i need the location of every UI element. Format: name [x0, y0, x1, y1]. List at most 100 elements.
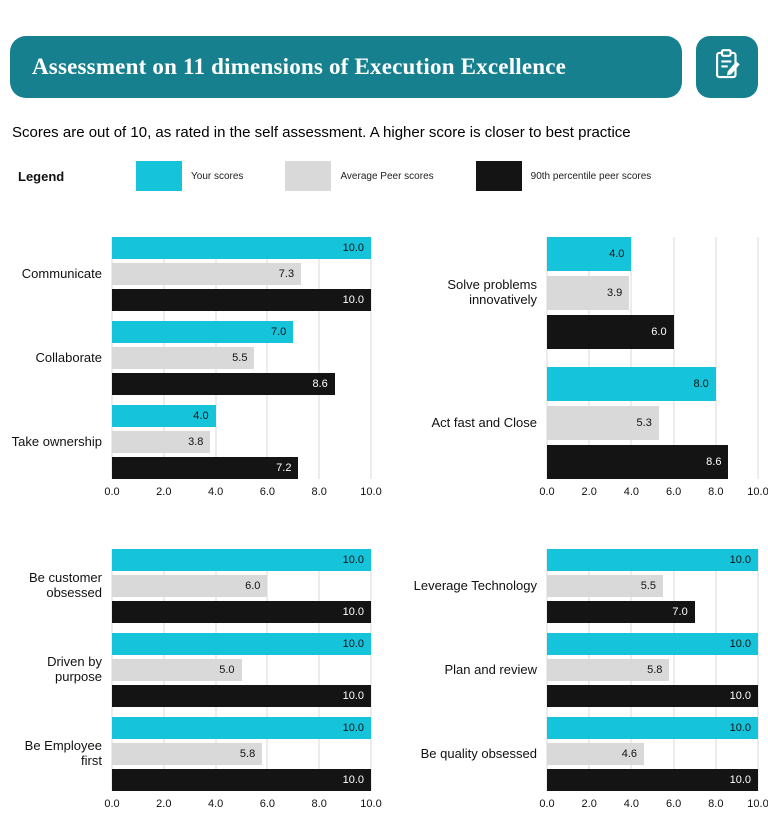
- legend-label: Your scores: [191, 170, 244, 182]
- bar-track: 8.6: [112, 373, 371, 395]
- bar-value-label: 8.6: [706, 456, 722, 468]
- bar-value-label: 10.0: [342, 690, 364, 702]
- bar-90th-percentile-peer-scores: 10.0: [112, 601, 371, 623]
- bar-90th-percentile-peer-scores: 10.0: [112, 685, 371, 707]
- bar-average-peer-scores: 5.5: [547, 575, 664, 597]
- bar-group: 10.0 5.0 10.0: [112, 633, 371, 707]
- gridline: [318, 237, 320, 479]
- bar-group: 10.0 4.6 10.0: [547, 717, 758, 791]
- bar-value-label: 7.0: [271, 326, 287, 338]
- bar-track: 8.6: [547, 445, 758, 479]
- bar-track: 10.0: [112, 717, 371, 739]
- bar-track: 3.8: [112, 431, 371, 453]
- bar-value-label: 4.0: [193, 410, 209, 422]
- axis-tick-label: 0.0: [539, 486, 555, 498]
- bar-average-peer-scores: 5.8: [112, 743, 263, 765]
- category-label: Take ownership: [11, 433, 102, 449]
- bar-average-peer-scores: 3.9: [547, 276, 630, 310]
- bar-track: 10.0: [547, 769, 758, 791]
- bar-value-label: 4.0: [609, 248, 625, 260]
- bar-track: 10.0: [112, 601, 371, 623]
- bar-track: 4.0: [112, 405, 371, 427]
- bar-value-label: 10.0: [342, 722, 364, 734]
- bar-group: 10.0 5.8 10.0: [112, 717, 371, 791]
- bar-average-peer-scores: 4.6: [547, 743, 645, 765]
- bar-value-label: 8.6: [312, 378, 328, 390]
- axis-tick-label: 0.0: [539, 798, 555, 810]
- assessment-icon-button[interactable]: [696, 36, 758, 98]
- bar-track: 7.3: [112, 263, 371, 285]
- bar-value-label: 10.0: [342, 774, 364, 786]
- bar-value-label: 4.6: [621, 748, 638, 760]
- axis-tick-label: 10.0: [360, 486, 382, 498]
- bar-groups: 10.0 5.5 7.0 10.0 5.8 10.0 10.0 4.6 10.0: [547, 549, 758, 791]
- axis-tick-label: 2.0: [156, 798, 172, 810]
- subtitle: Scores are out of 10, as rated in the se…: [12, 124, 631, 141]
- bar-track: 5.8: [112, 743, 371, 765]
- legend-item: Average Peer scores: [285, 161, 434, 191]
- axis-tick-label: 0.0: [104, 798, 120, 810]
- category-label: Solve problems innovatively: [447, 277, 537, 307]
- gridline: [715, 237, 717, 479]
- gridline: [673, 237, 675, 479]
- axis-tick-label: 2.0: [581, 798, 597, 810]
- bar-value-label: 10.0: [342, 294, 364, 306]
- x-axis-ticks: 0.0 2.0 4.0 6.0 8.0 10.0: [104, 795, 381, 813]
- legend-title: Legend: [18, 168, 65, 184]
- bar-value-label: 10.0: [342, 638, 364, 650]
- bar-90th-percentile-peer-scores: 6.0: [547, 315, 674, 349]
- bar-group: 10.0 7.3 10.0: [112, 237, 371, 311]
- bar-value-label: 10.0: [729, 554, 751, 566]
- gridline: [715, 549, 717, 791]
- gridline: [673, 549, 675, 791]
- x-axis: 0.0 2.0 4.0 6.0 8.0 10.0: [10, 483, 381, 501]
- gridline: [266, 237, 268, 479]
- bar-value-label: 5.5: [640, 580, 657, 592]
- bar-track: 10.0: [112, 549, 371, 571]
- plot-area: 4.0 3.9 6.0 8.0 5.3 8.6: [546, 237, 759, 479]
- bar-value-label: 10.0: [729, 722, 751, 734]
- header-banner: Assessment on 11 dimensions of Execution…: [10, 36, 682, 98]
- axis-tick-label: 2.0: [156, 486, 172, 498]
- bar-group: 4.0 3.9 6.0: [547, 237, 758, 349]
- plot-area: 10.0 5.5 7.0 10.0 5.8 10.0 10.0 4.6 10.0: [546, 549, 759, 791]
- gridline: [630, 237, 632, 479]
- bar-group: 4.0 3.8 7.2: [112, 405, 371, 479]
- bar-your-scores: 4.0: [112, 405, 216, 427]
- axis-tick-label: 2.0: [581, 486, 597, 498]
- x-axis-ticks: 0.0 2.0 4.0 6.0 8.0 10.0: [539, 483, 768, 501]
- category-label: Driven by purpose: [47, 654, 102, 684]
- bar-chart: Solve problems innovatively Act fast and …: [397, 237, 768, 501]
- axis-spacer: [10, 795, 112, 813]
- category-labels: Leverage Technology Plan and review Be qua…: [397, 549, 547, 791]
- bar-90th-percentile-peer-scores: 10.0: [112, 289, 371, 311]
- page-title: Assessment on 11 dimensions of Execution…: [32, 54, 567, 79]
- bar-your-scores: 4.0: [547, 237, 632, 271]
- bar-track: 8.0: [547, 367, 758, 401]
- bar-track: 10.0: [547, 633, 758, 655]
- axis-tick-label: 8.0: [311, 486, 327, 498]
- bar-track: 5.3: [547, 406, 758, 440]
- gridline: [757, 549, 759, 791]
- charts-grid: Communicate Collaborate Take ownership 10.0…: [10, 237, 768, 813]
- bar-value-label: 3.9: [606, 287, 623, 299]
- x-axis-ticks: 0.0 2.0 4.0 6.0 8.0 10.0: [104, 483, 381, 501]
- bar-track: 10.0: [112, 685, 371, 707]
- category-label: Be Employee first: [24, 738, 102, 768]
- bar-value-label: 7.2: [276, 462, 292, 474]
- bar-track: 7.2: [112, 457, 371, 479]
- axis-tick-label: 4.0: [623, 798, 640, 810]
- bar-groups: 4.0 3.9 6.0 8.0 5.3 8.6: [547, 237, 758, 479]
- bar-value-label: 10.0: [729, 638, 751, 650]
- header: Assessment on 11 dimensions of Execution…: [10, 36, 758, 98]
- legend-item: 90th percentile peer scores: [475, 161, 651, 191]
- bar-track: 5.5: [547, 575, 758, 597]
- bar-value-label: 5.8: [647, 664, 663, 676]
- bar-average-peer-scores: 7.3: [112, 263, 302, 285]
- bar-90th-percentile-peer-scores: 10.0: [547, 685, 758, 707]
- bar-your-scores: 8.0: [547, 367, 716, 401]
- bar-track: 5.5: [112, 347, 371, 369]
- bar-chart: Leverage Technology Plan and review Be qua…: [397, 549, 768, 813]
- category-label: Be quality obsessed: [420, 745, 537, 761]
- bar-track: 4.0: [547, 237, 758, 271]
